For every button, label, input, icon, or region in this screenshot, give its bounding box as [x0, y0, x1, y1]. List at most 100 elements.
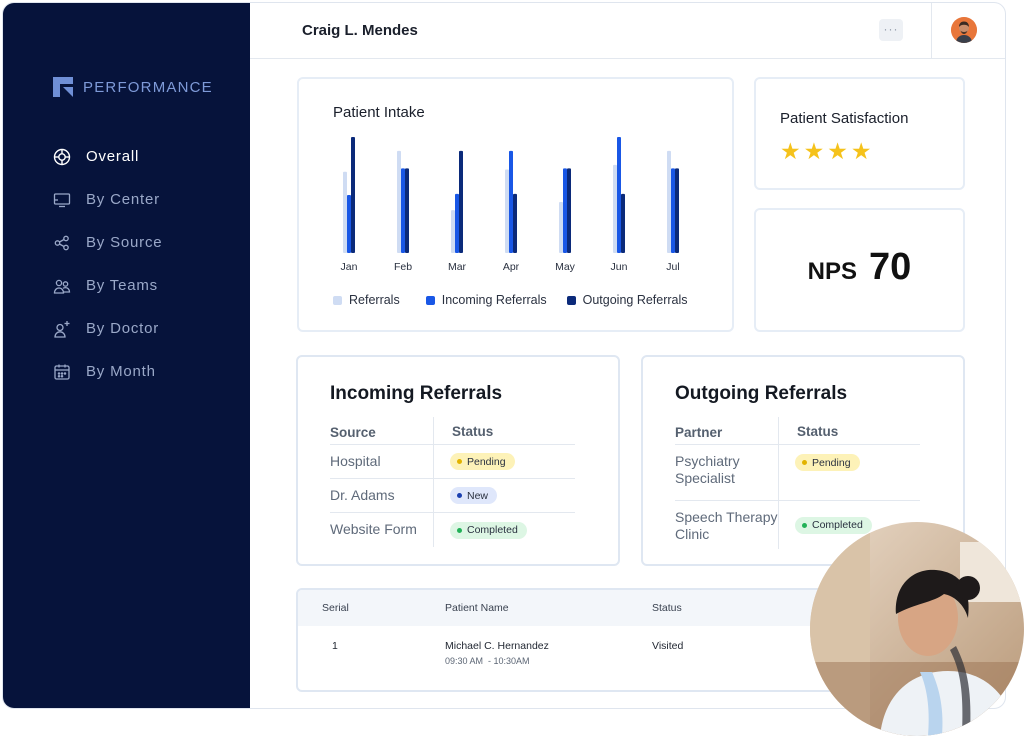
bar-referrals-mar[interactable]	[451, 210, 455, 253]
table-row[interactable]: Website Form Completed	[330, 513, 575, 547]
bar-referrals-may[interactable]	[559, 201, 563, 253]
column-header-serial: Serial	[322, 602, 349, 614]
column-header-status: Status	[433, 417, 575, 444]
bar-referrals-jun[interactable]	[613, 164, 617, 253]
sidebar-item-label: By Center	[86, 191, 160, 208]
bar-outgoing-referrals-jul[interactable]	[675, 168, 679, 253]
avatar[interactable]	[951, 17, 977, 43]
sidebar-item-label: By Source	[86, 234, 163, 251]
star-icon: ★	[803, 138, 825, 164]
brand-name: PERFORMANCE	[83, 78, 213, 96]
target-icon	[53, 148, 71, 166]
nps-value: 70	[869, 246, 912, 288]
bar-incoming-referrals-may[interactable]	[563, 168, 567, 253]
patient-intake-chart: Jan Feb Mar Apr May Jun Jul	[341, 137, 680, 273]
incoming-referrals-table: Source Status Hospital Pending Dr. Adams…	[330, 417, 575, 547]
star-icon: ★	[780, 138, 801, 164]
status-badge-label: New	[467, 489, 489, 502]
user-name: Craig L. Mendes	[302, 22, 418, 39]
screen-icon	[53, 191, 71, 209]
star-icon: ★	[827, 138, 848, 164]
incoming-referrals-card: Incoming Referrals Source Status Hospita…	[296, 355, 620, 566]
table-row[interactable]: Dr. Adams New	[330, 479, 575, 513]
source-cell: Website Form	[330, 521, 417, 537]
sidebar-item-label: Overall	[86, 148, 140, 165]
patient-satisfaction-title: Patient Satisfaction	[780, 110, 909, 127]
legend-label: Outgoing Referrals	[582, 293, 688, 307]
nps-card: NPS 70	[754, 208, 965, 332]
sidebar-item-by-teams[interactable]: By Teams	[53, 264, 162, 307]
nps-label: NPS	[807, 258, 858, 285]
partner-cell: Speech Therapy Clinic	[675, 509, 778, 542]
status-badge-label: Pending	[467, 455, 506, 468]
sidebar-item-overall[interactable]: Overall	[53, 135, 162, 178]
bar-referrals-jan[interactable]	[343, 171, 347, 253]
table-header: Partner Status	[675, 417, 920, 445]
bar-incoming-referrals-jan[interactable]	[347, 195, 351, 253]
bar-referrals-feb[interactable]	[397, 150, 401, 253]
bar-outgoing-referrals-mar[interactable]	[459, 150, 463, 253]
chart-legend: Referrals Incoming Referrals Outgoing Re…	[333, 293, 688, 307]
source-cell: Dr. Adams	[330, 487, 395, 503]
x-tick-label: Jan	[341, 261, 358, 273]
serial-cell: 1	[332, 640, 338, 652]
column-header-status: Status	[778, 417, 920, 444]
patient-satisfaction-card: Patient Satisfaction ★ ★ ★ ★	[754, 77, 965, 190]
header-divider	[931, 3, 932, 59]
x-tick-label: Jun	[611, 261, 628, 273]
bar-incoming-referrals-apr[interactable]	[509, 150, 513, 253]
bar-incoming-referrals-jul[interactable]	[671, 168, 675, 253]
brand-logo-icon	[53, 77, 73, 97]
x-tick-label: Apr	[503, 261, 520, 273]
source-cell: Hospital	[330, 453, 381, 469]
column-header-status: Status	[652, 602, 682, 614]
table-row[interactable]: Hospital Pending	[330, 445, 575, 479]
bar-referrals-apr[interactable]	[505, 169, 509, 253]
table-row[interactable]: Psychiatry Specialist Pending	[675, 445, 920, 501]
bar-outgoing-referrals-jan[interactable]	[351, 137, 355, 253]
add-user-icon	[53, 320, 71, 338]
star-rating: ★ ★ ★ ★	[780, 138, 872, 164]
legend-label: Incoming Referrals	[441, 293, 547, 307]
patients-table: Serial Patient Name Status 1 Michael C. …	[296, 588, 896, 692]
legend-label: Referrals	[349, 293, 400, 307]
status-badge: Pending	[795, 454, 860, 471]
legend-item-outgoing-referrals[interactable]: Outgoing Referrals	[566, 293, 688, 307]
brand[interactable]: PERFORMANCE	[53, 77, 213, 97]
sidebar-item-label: By Doctor	[86, 320, 160, 337]
star-icon: ★	[850, 138, 872, 164]
x-tick-label: Feb	[394, 261, 412, 273]
sidebar-item-by-source[interactable]: By Source	[53, 221, 162, 264]
status-badge: Pending	[450, 453, 515, 470]
sidebar-item-label: By Month	[86, 363, 156, 380]
table-header: Source Status	[330, 417, 575, 445]
patient-name-cell: Michael C. Hernandez	[445, 640, 549, 652]
outgoing-referrals-table: Partner Status Psychiatry Specialist Pen…	[675, 417, 920, 549]
bar-incoming-referrals-mar[interactable]	[455, 193, 459, 253]
more-options-button[interactable]: ···	[879, 19, 903, 41]
legend-item-incoming-referrals[interactable]: Incoming Referrals	[425, 293, 547, 307]
column-header-patient-name: Patient Name	[445, 602, 509, 614]
sidebar-item-by-doctor[interactable]: By Doctor	[53, 307, 162, 350]
sidebar-item-by-center[interactable]: By Center	[53, 178, 162, 221]
patient-intake-card: Patient Intake Jan Feb Mar Apr May Jun Jul Ref…	[297, 77, 734, 332]
legend-item-referrals[interactable]: Referrals	[333, 293, 400, 307]
status-badge-label: Completed	[467, 524, 518, 536]
column-header-partner: Partner	[675, 425, 723, 440]
table-row[interactable]: Speech Therapy Clinic Completed	[675, 501, 920, 549]
sidebar-item-by-month[interactable]: By Month	[53, 350, 162, 393]
bar-outgoing-referrals-apr[interactable]	[513, 193, 517, 253]
sidebar-item-label: By Teams	[86, 277, 158, 294]
calendar-icon	[53, 363, 71, 381]
bar-outgoing-referrals-jun[interactable]	[621, 193, 625, 253]
status-cell: Visited	[652, 640, 684, 652]
incoming-referrals-title: Incoming Referrals	[330, 383, 503, 404]
column-header-source: Source	[330, 425, 376, 440]
bar-referrals-jul[interactable]	[667, 150, 671, 253]
bar-incoming-referrals-feb[interactable]	[401, 168, 405, 253]
bar-outgoing-referrals-may[interactable]	[567, 168, 571, 253]
bar-incoming-referrals-jun[interactable]	[617, 137, 621, 253]
top-header: Craig L. Mendes ···	[250, 3, 1005, 59]
bar-outgoing-referrals-feb[interactable]	[405, 168, 409, 253]
table-row[interactable]: 1 Michael C. Hernandez 09:30 AM - 10:30A…	[298, 626, 894, 686]
